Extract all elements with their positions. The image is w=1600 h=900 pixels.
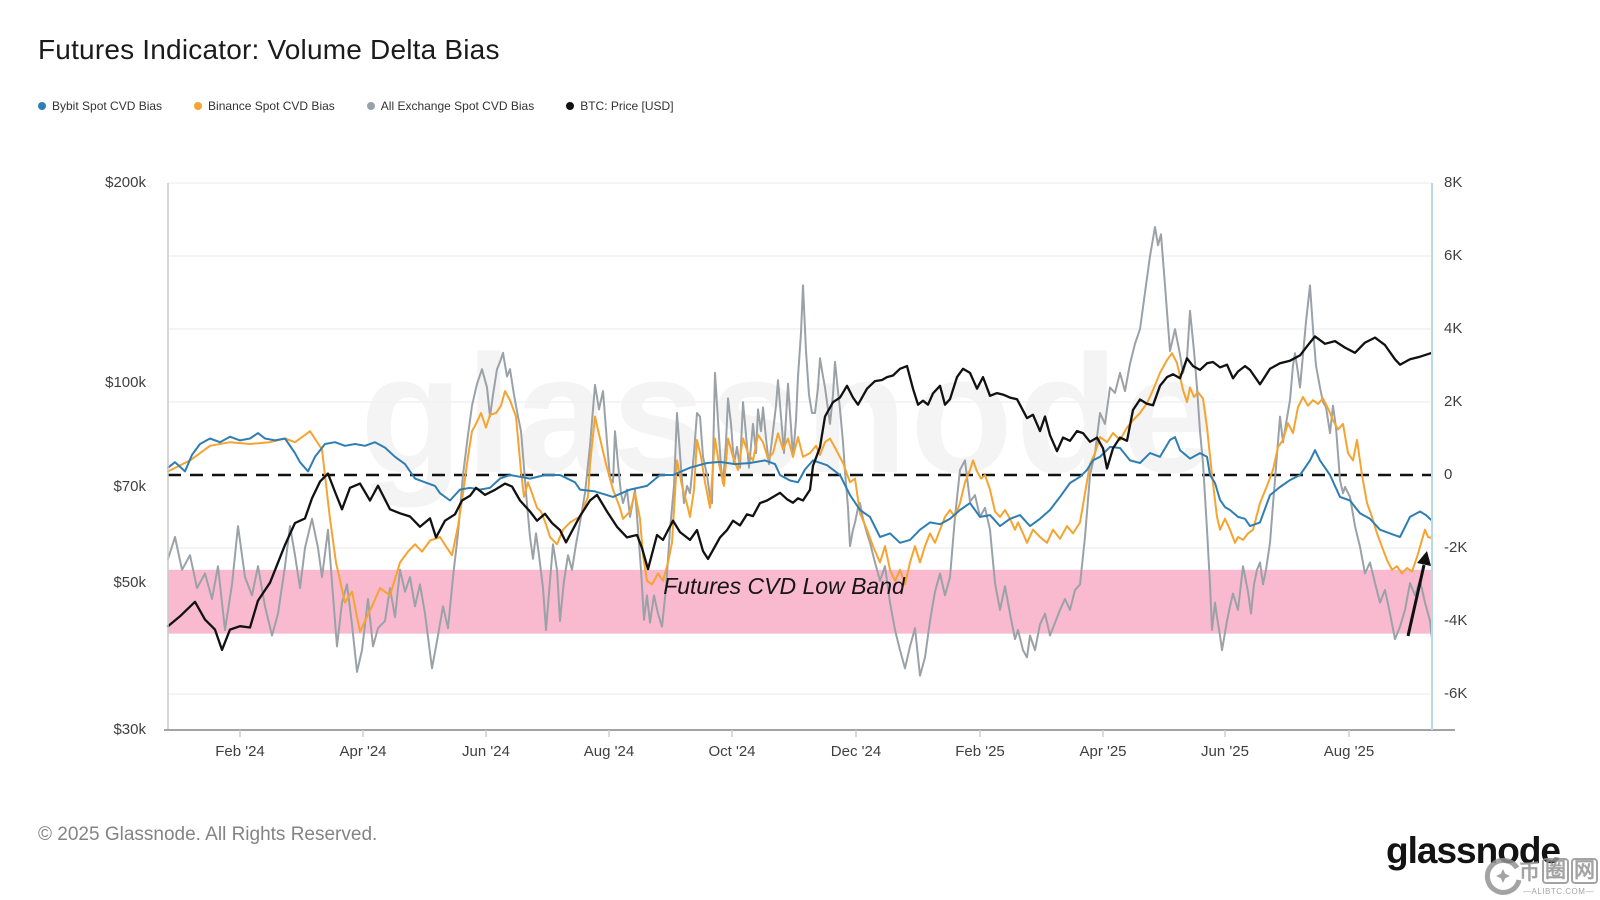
legend-dot-icon bbox=[38, 102, 46, 110]
legend-item-1[interactable]: Binance Spot CVD Bias bbox=[194, 99, 335, 113]
corner-watermark-char: 币 bbox=[1519, 861, 1540, 884]
legend-item-0[interactable]: Bybit Spot CVD Bias bbox=[38, 99, 162, 113]
series-bybit-spot-cvd-bias bbox=[167, 432, 1433, 544]
series-binance-spot-cvd-bias bbox=[167, 352, 1433, 633]
corner-watermark-char: 圈 bbox=[1542, 858, 1569, 884]
x-tick-label: Feb '25 bbox=[955, 743, 1005, 760]
legend-item-label: All Exchange Spot CVD Bias bbox=[380, 99, 535, 113]
x-tick-label: Jun '24 bbox=[462, 743, 510, 760]
legend-item-3[interactable]: BTC: Price [USD] bbox=[566, 99, 674, 113]
corner-watermark-swirl-icon bbox=[1484, 857, 1522, 895]
y-left-tick-label: $70k bbox=[113, 478, 146, 495]
x-tick-label: Aug '25 bbox=[1323, 743, 1375, 760]
y-right-tick-label: -6K bbox=[1444, 685, 1468, 702]
series-all-exchange-spot-cvd-bias bbox=[167, 226, 1433, 677]
x-tick-label: Dec '24 bbox=[830, 743, 882, 760]
y-left-tick-label: $50k bbox=[113, 574, 146, 591]
legend-item-label: BTC: Price [USD] bbox=[580, 99, 674, 113]
x-tick-label: Apr '25 bbox=[1079, 743, 1127, 760]
x-tick-label: Aug '24 bbox=[583, 743, 635, 760]
legend-dot-icon bbox=[194, 102, 203, 110]
y-left-tick-label: $200k bbox=[105, 174, 146, 191]
x-tick-label: Apr '24 bbox=[339, 743, 387, 760]
corner-watermark: 币 圈 网 —ALIBTC.COM— bbox=[1481, 854, 1598, 898]
y-right-tick-label: 4K bbox=[1444, 320, 1463, 337]
up-arrow-head bbox=[1417, 551, 1431, 566]
legend-item-2[interactable]: All Exchange Spot CVD Bias bbox=[366, 99, 535, 113]
legend: Bybit Spot CVD Bias Binance Spot CVD Bias… bbox=[38, 99, 674, 113]
y-right-tick-label: -4K bbox=[1444, 612, 1468, 629]
legend-dot-icon bbox=[566, 102, 575, 110]
series-btc-price-usd- bbox=[166, 335, 1434, 652]
page-title: Futures Indicator: Volume Delta Bias bbox=[38, 34, 500, 65]
legend-item-label: Bybit Spot CVD Bias bbox=[52, 99, 163, 113]
futures-cvd-low-band bbox=[168, 569, 1432, 634]
x-tick-label: Feb '24 bbox=[215, 743, 265, 760]
corner-watermark-char: 网 bbox=[1571, 858, 1598, 884]
band-label: Futures CVD Low Band bbox=[663, 573, 905, 599]
y-right-tick-label: -2K bbox=[1444, 539, 1468, 556]
y-right-tick-label: 8K bbox=[1444, 174, 1463, 191]
up-arrow-annotation bbox=[1406, 564, 1426, 637]
y-left-tick-label: $100k bbox=[105, 374, 146, 391]
legend-item-label: Binance Spot CVD Bias bbox=[208, 99, 335, 113]
legend-dot-icon bbox=[366, 102, 375, 110]
y-right-tick-label: 0 bbox=[1444, 466, 1453, 483]
y-right-tick-label: 2K bbox=[1444, 393, 1463, 410]
y-right-tick-label: 6K bbox=[1444, 247, 1463, 264]
x-tick-label: Jun '25 bbox=[1201, 743, 1249, 760]
copyright: © 2025 Glassnode. All Rights Reserved. bbox=[38, 824, 378, 845]
x-tick-label: Oct '24 bbox=[708, 743, 756, 760]
glassnode-logo: glassnode bbox=[1386, 830, 1561, 871]
corner-watermark-subtext: —ALIBTC.COM— bbox=[1523, 887, 1594, 896]
y-left-tick-label: $30k bbox=[113, 721, 146, 738]
